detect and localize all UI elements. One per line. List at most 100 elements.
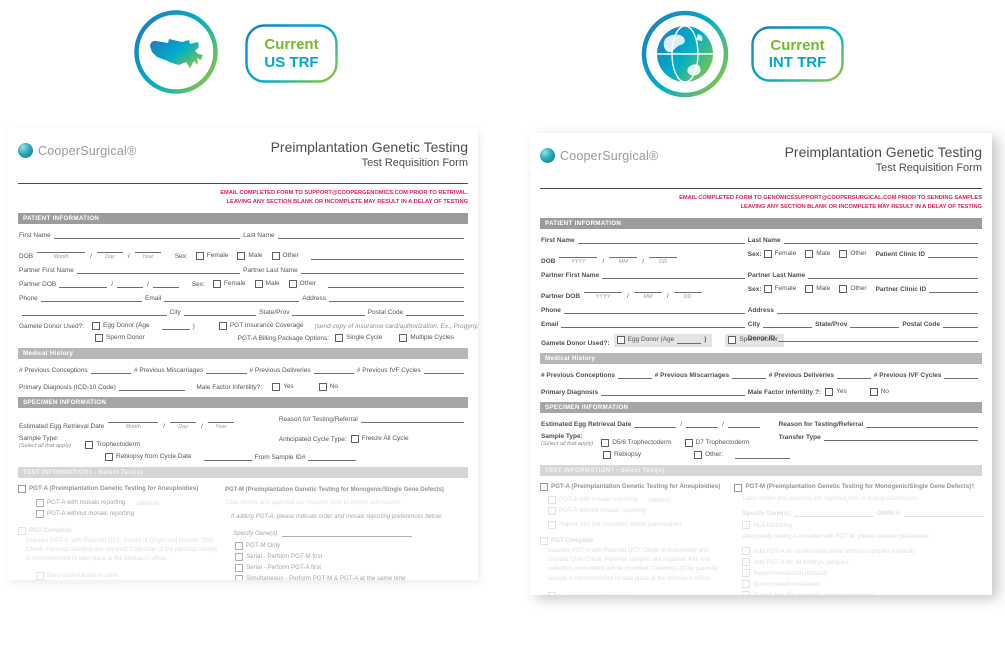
- checkbox-option[interactable]: Single Cycle: [335, 333, 382, 342]
- checkbox-option[interactable]: Report Sex (for countries where permissi…: [742, 591, 876, 595]
- checkbox-option[interactable]: PGT Insurance Coverage: [218, 321, 303, 330]
- checkbox-option[interactable]: Multiple Cycles: [399, 333, 454, 342]
- fill-line[interactable]: [633, 285, 662, 293]
- checkbox-option[interactable]: Male: [254, 279, 280, 288]
- checkbox[interactable]: [235, 563, 243, 572]
- checkbox-option[interactable]: Send parental kits to clinic: [548, 592, 631, 595]
- checkbox-option[interactable]: Trophectoderm: [85, 440, 140, 449]
- checkbox-option[interactable]: Other: [271, 251, 299, 260]
- checkbox[interactable]: [684, 438, 693, 447]
- checkbox-option[interactable]: Report Sex (for countries where permissi…: [548, 520, 681, 529]
- fill-line[interactable]: [783, 236, 978, 244]
- checkbox[interactable]: [235, 541, 243, 550]
- fill-line[interactable]: [40, 294, 142, 302]
- checkbox-option[interactable]: Female: [212, 279, 246, 288]
- fill-line[interactable]: [313, 366, 354, 374]
- checkbox[interactable]: [95, 333, 103, 342]
- checkbox-option[interactable]: Male: [237, 251, 263, 260]
- checkbox-option[interactable]: Add PGT-A for unaffected/carrier embryo …: [742, 547, 915, 556]
- checkbox[interactable]: [548, 506, 556, 515]
- fill-line[interactable]: [727, 420, 760, 428]
- checkbox-option[interactable]: No: [869, 387, 889, 396]
- checkbox[interactable]: [105, 452, 113, 461]
- fill-line[interactable]: [609, 250, 638, 258]
- fill-line[interactable]: [866, 420, 978, 428]
- fill-line[interactable]: [300, 266, 464, 274]
- fill-line[interactable]: [161, 322, 190, 330]
- checkbox-option[interactable]: D7 Trophectoderm: [684, 438, 749, 447]
- checkbox[interactable]: [36, 571, 44, 580]
- checkbox[interactable]: [335, 333, 344, 342]
- fill-line[interactable]: [601, 388, 745, 396]
- checkbox[interactable]: [254, 279, 263, 288]
- checkbox[interactable]: [18, 526, 26, 535]
- checkbox-option[interactable]: Male: [805, 284, 830, 293]
- checkbox-option[interactable]: Sperm Donor: [95, 333, 145, 342]
- checkbox[interactable]: [763, 249, 772, 258]
- checkbox[interactable]: [548, 495, 556, 504]
- checkbox-option[interactable]: D5/6 Trophectoderm: [601, 438, 672, 447]
- fill-line[interactable]: [90, 366, 131, 374]
- checkbox[interactable]: [805, 284, 814, 293]
- fill-line[interactable]: [310, 252, 464, 260]
- checkbox[interactable]: [272, 382, 281, 391]
- fill-line[interactable]: [308, 453, 357, 461]
- fill-line[interactable]: [203, 453, 252, 461]
- checkbox[interactable]: [195, 251, 204, 260]
- checkbox[interactable]: [839, 284, 848, 293]
- checkbox-option[interactable]: No: [318, 382, 338, 391]
- fill-line[interactable]: [561, 320, 745, 328]
- checkbox[interactable]: [235, 552, 243, 561]
- fill-line[interactable]: [559, 250, 598, 258]
- checkbox[interactable]: [869, 387, 878, 396]
- checkbox-option[interactable]: Female: [763, 249, 796, 258]
- checkbox-option[interactable]: PGT-A (Preimplantation Genetic Testing f…: [18, 484, 198, 493]
- fill-line[interactable]: [329, 294, 464, 302]
- fill-line[interactable]: [794, 509, 875, 518]
- checkbox-option[interactable]: PGT-A without mosaic reporting: [36, 509, 134, 518]
- fill-line[interactable]: [96, 245, 123, 253]
- checkbox[interactable]: [603, 450, 611, 459]
- fill-line[interactable]: [170, 415, 197, 423]
- checkbox[interactable]: [237, 251, 246, 260]
- checkbox[interactable]: [36, 509, 44, 518]
- checkbox-option[interactable]: Other: [288, 279, 316, 288]
- fill-line[interactable]: [207, 415, 234, 423]
- checkbox-option[interactable]: PGT-A without mosaic reporting: [548, 506, 646, 515]
- fill-line[interactable]: [327, 280, 464, 288]
- checkbox-option[interactable]: Other: [839, 284, 867, 293]
- checkbox[interactable]: [399, 333, 408, 342]
- checkbox-option[interactable]: Report mosaicism (default): [742, 569, 827, 578]
- fill-line[interactable]: [808, 271, 978, 279]
- fill-line[interactable]: [118, 383, 186, 391]
- checkbox-option[interactable]: Send parental kits to clinic: [36, 571, 119, 580]
- checkbox[interactable]: [742, 580, 751, 589]
- fill-line[interactable]: [735, 451, 791, 459]
- checkbox[interactable]: [218, 321, 227, 330]
- checkbox-option[interactable]: Female: [763, 284, 796, 293]
- fill-line[interactable]: [823, 433, 978, 441]
- fill-line[interactable]: [732, 371, 766, 379]
- fill-line[interactable]: [618, 371, 652, 379]
- fill-line[interactable]: [850, 320, 900, 328]
- fill-line[interactable]: [602, 271, 745, 279]
- checkbox-option[interactable]: Add PGT-A for all embryo samples: [742, 558, 848, 567]
- checkbox-option[interactable]: Simultaneous - Perform PGT-M & PGT-A at …: [235, 574, 406, 580]
- checkbox[interactable]: [318, 382, 327, 391]
- checkbox-option[interactable]: Serial - Perform PGT-A first: [235, 563, 321, 572]
- checkbox-option[interactable]: PGT-M (Preimplantation Genetic Testing f…: [734, 483, 987, 492]
- checkbox[interactable]: [742, 521, 751, 530]
- fill-line[interactable]: [763, 320, 813, 328]
- checkbox[interactable]: [36, 498, 44, 507]
- checkbox-option[interactable]: PGT-A with mosaic reporting: [36, 498, 125, 507]
- fill-line[interactable]: [76, 266, 241, 274]
- checkbox-option[interactable]: Serial - Perform PGT-M first: [235, 552, 322, 561]
- checkbox-option[interactable]: Egg Donor (Age: [92, 321, 150, 330]
- checkbox[interactable]: [825, 387, 834, 396]
- fill-line[interactable]: [634, 420, 677, 428]
- checkbox-option[interactable]: Freeze All Cycle: [350, 434, 409, 443]
- fill-line[interactable]: [944, 371, 979, 379]
- checkbox[interactable]: [694, 450, 703, 459]
- fill-line[interactable]: [686, 420, 719, 428]
- checkbox[interactable]: [742, 558, 751, 567]
